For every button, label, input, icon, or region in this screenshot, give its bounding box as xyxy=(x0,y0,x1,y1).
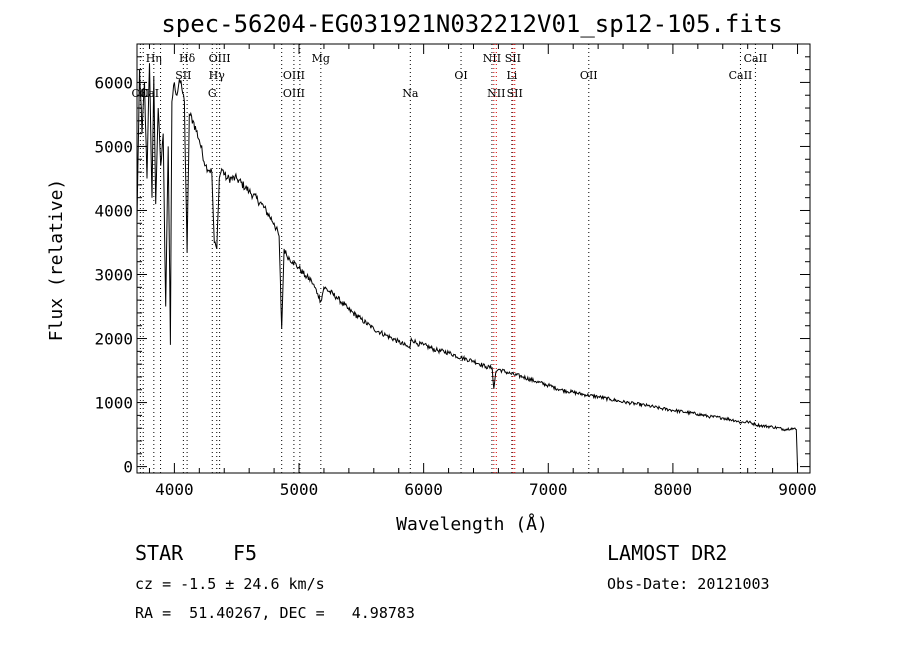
survey-name: LAMOST DR2 xyxy=(607,541,728,565)
spectrum-line xyxy=(136,63,798,467)
line-label: OIII xyxy=(283,69,305,82)
line-label: Hδ xyxy=(179,52,196,65)
y-tick-label: 4000 xyxy=(94,201,133,220)
line-label: NII xyxy=(483,52,501,65)
line-label: OIII xyxy=(209,52,231,65)
plot-frame xyxy=(136,43,811,474)
line-label: Na xyxy=(402,87,419,100)
object-class: STAR xyxy=(135,541,184,565)
y-tick-label: 5000 xyxy=(94,137,133,156)
y-tick-label: 1000 xyxy=(94,394,133,413)
axis-ticks: 4000 5000 6000 7000 8000 9000 0 1000 2000 3000 400… xyxy=(94,44,817,499)
x-tick-label: 9000 xyxy=(778,480,817,499)
observation-date: Obs-Date: 20121003 xyxy=(607,575,770,593)
line-label: G xyxy=(208,87,217,100)
line-label: Hγ xyxy=(209,69,226,82)
line-label: CaII xyxy=(729,69,753,82)
y-axis-label: Flux (relative) xyxy=(46,179,67,342)
x-tick-label: 8000 xyxy=(654,480,693,499)
spectrum-chart: spec-56204-EG031921N032212V01_sp12-105.f… xyxy=(46,10,817,535)
y-tick-label: 6000 xyxy=(94,73,133,92)
line-label: OI xyxy=(454,69,467,82)
line-label: Hη xyxy=(146,52,162,65)
y-tick-label: 2000 xyxy=(94,330,133,349)
x-tick-label: 6000 xyxy=(404,480,443,499)
redshift-velocity: cz = -1.5 ± 24.6 km/s xyxy=(135,575,325,593)
y-tick-label: 0 xyxy=(123,458,133,477)
x-tick-label: 5000 xyxy=(280,480,319,499)
chart-title: spec-56204-EG031921N032212V01_sp12-105.f… xyxy=(161,10,782,38)
line-label: OII xyxy=(132,87,150,100)
line-label: OIII xyxy=(283,87,305,100)
x-axis-label: Wavelength (Å) xyxy=(396,513,548,535)
sky-coordinates: RA = 51.40267, DEC = 4.98783 xyxy=(135,604,415,622)
line-label: SII xyxy=(507,87,523,100)
line-label: SII xyxy=(175,69,191,82)
x-tick-label: 4000 xyxy=(155,480,194,499)
line-label: CaI xyxy=(140,87,159,100)
line-label: Mg xyxy=(312,52,330,65)
line-label: NII xyxy=(487,87,505,100)
line-label: SII xyxy=(505,52,521,65)
line-label: Li xyxy=(506,69,517,82)
x-tick-label: 7000 xyxy=(529,480,568,499)
spectrum-series xyxy=(136,63,798,467)
plot-area-border xyxy=(136,43,811,474)
line-label: CaII xyxy=(744,52,768,65)
line-label: OII xyxy=(580,69,598,82)
y-tick-label: 3000 xyxy=(94,266,133,285)
object-subclass: F5 xyxy=(233,541,258,565)
